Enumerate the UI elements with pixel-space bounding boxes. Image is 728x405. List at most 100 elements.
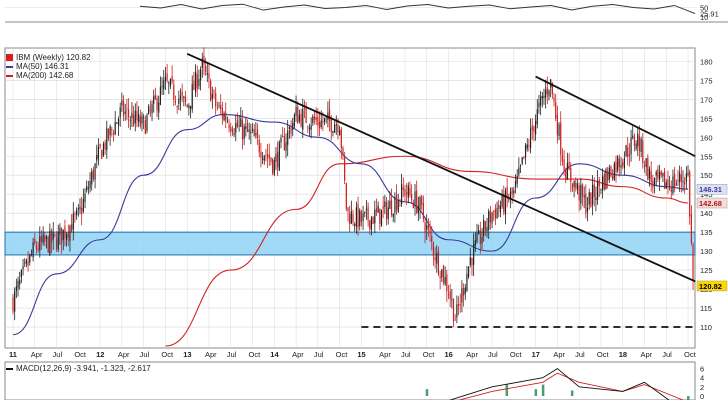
price-tick-label: 140 — [700, 209, 713, 218]
candle-body — [310, 125, 312, 130]
macd-tick-label: 2 — [700, 383, 704, 392]
candle-body — [642, 140, 644, 163]
candle-body — [205, 65, 207, 73]
candle-body — [653, 178, 656, 186]
candle-body — [241, 119, 244, 140]
candle-body — [392, 213, 394, 218]
candle-body — [138, 113, 140, 123]
candle-body — [272, 159, 274, 173]
candle-body — [236, 120, 239, 127]
price-tick-label: 115 — [700, 304, 712, 313]
candle-body — [580, 184, 582, 204]
candle-body — [590, 192, 592, 208]
candle-body — [389, 201, 391, 209]
candle-body — [337, 124, 339, 133]
candle-body — [290, 128, 292, 134]
candle-body — [635, 143, 637, 149]
candle-body — [648, 168, 651, 179]
candle-body — [600, 189, 602, 190]
candle-body — [260, 151, 262, 158]
candle-body — [680, 174, 682, 182]
candle-body — [620, 164, 622, 168]
candle-body — [464, 287, 466, 295]
candle-body — [200, 69, 202, 81]
candle-body — [489, 210, 491, 223]
candle-body — [647, 157, 649, 181]
candle-body — [148, 106, 150, 114]
candle-body — [476, 233, 478, 243]
candle-body — [581, 184, 584, 196]
candle-body — [106, 128, 108, 151]
candle-body — [494, 208, 497, 219]
candle-body — [168, 82, 170, 84]
candle-body — [498, 204, 500, 209]
candle-body — [607, 171, 609, 181]
candle-body — [555, 102, 557, 119]
candle-body — [32, 242, 34, 258]
candle-body — [55, 238, 58, 250]
candle-body — [596, 180, 599, 200]
candle-body — [134, 110, 136, 124]
candle-body — [82, 199, 84, 212]
candle-body — [399, 199, 401, 201]
candle-body — [462, 287, 465, 296]
candle-body — [250, 131, 252, 134]
candle-body — [44, 235, 46, 242]
candle-body — [538, 102, 540, 108]
candle-body — [49, 230, 51, 255]
x-tick-label: Jul — [53, 350, 63, 359]
candle-body — [225, 112, 227, 121]
candle-body — [20, 270, 22, 278]
candle-body — [479, 230, 481, 244]
candle-body — [72, 213, 74, 230]
candle-body — [568, 161, 570, 170]
candle-body — [275, 154, 277, 162]
candle-body — [663, 171, 666, 189]
candle-body — [613, 163, 615, 180]
candle-body — [384, 201, 386, 208]
candle-body — [74, 214, 76, 215]
candle-body — [561, 154, 564, 162]
candle-body — [468, 266, 470, 277]
candle-body — [682, 180, 684, 183]
candle-body — [86, 185, 88, 191]
candle-body — [622, 162, 624, 166]
candle-body — [221, 108, 223, 118]
candle-body — [183, 96, 185, 99]
candle-body — [344, 156, 346, 181]
candle-body — [578, 185, 580, 201]
candle-body — [545, 89, 547, 98]
macd-swatch — [6, 367, 13, 370]
candle-body — [508, 199, 510, 201]
candle-body — [657, 168, 659, 179]
candle-body — [558, 124, 560, 137]
candle-body — [434, 257, 436, 261]
candle-body — [441, 269, 443, 278]
candle-body — [313, 116, 316, 120]
candle-body — [457, 304, 460, 306]
candle-body — [615, 161, 617, 173]
candle-body — [387, 207, 389, 219]
macd-line — [448, 368, 677, 405]
candle-body — [379, 208, 381, 224]
candle-body — [409, 188, 411, 195]
candle-body — [345, 182, 347, 209]
candle-body — [228, 124, 230, 129]
candle-body — [518, 167, 520, 175]
candle-body — [17, 280, 19, 289]
price-tick-label: 180 — [700, 57, 713, 66]
candle-body — [164, 76, 167, 81]
candle-body — [380, 209, 383, 227]
candle-body — [377, 205, 379, 213]
candle-body — [593, 183, 595, 198]
candle-body — [141, 115, 143, 124]
candle-body — [96, 155, 98, 161]
candle-body — [233, 133, 235, 135]
macd-tick-label: 4 — [700, 374, 704, 383]
candle-body — [591, 185, 594, 205]
candle-body — [261, 158, 264, 160]
candle-body — [189, 105, 192, 109]
candle-body — [511, 187, 513, 195]
